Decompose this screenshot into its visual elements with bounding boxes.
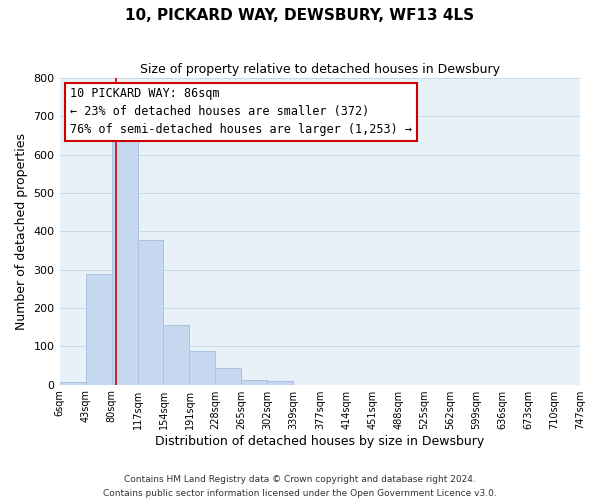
Bar (112, 128, 137, 384)
Y-axis label: Number of detached properties: Number of detached properties (15, 133, 28, 330)
Text: 10, PICKARD WAY, DEWSBURY, WF13 4LS: 10, PICKARD WAY, DEWSBURY, WF13 4LS (125, 8, 475, 22)
Text: 10 PICKARD WAY: 86sqm
← 23% of detached houses are smaller (372)
76% of semi-det: 10 PICKARD WAY: 86sqm ← 23% of detached … (70, 88, 412, 136)
Bar (163, 325, 190, 384)
X-axis label: Distribution of detached houses by size in Dewsbury: Distribution of detached houses by size … (155, 434, 484, 448)
Bar (241, 380, 268, 384)
Bar (268, 381, 293, 384)
Title: Size of property relative to detached houses in Dewsbury: Size of property relative to detached ho… (140, 62, 500, 76)
Bar (215, 368, 241, 384)
Bar (190, 351, 215, 384)
Text: Contains HM Land Registry data © Crown copyright and database right 2024.
Contai: Contains HM Land Registry data © Crown c… (103, 476, 497, 498)
Bar (137, 240, 163, 384)
Bar (59, 382, 86, 384)
Bar (86, 274, 112, 384)
